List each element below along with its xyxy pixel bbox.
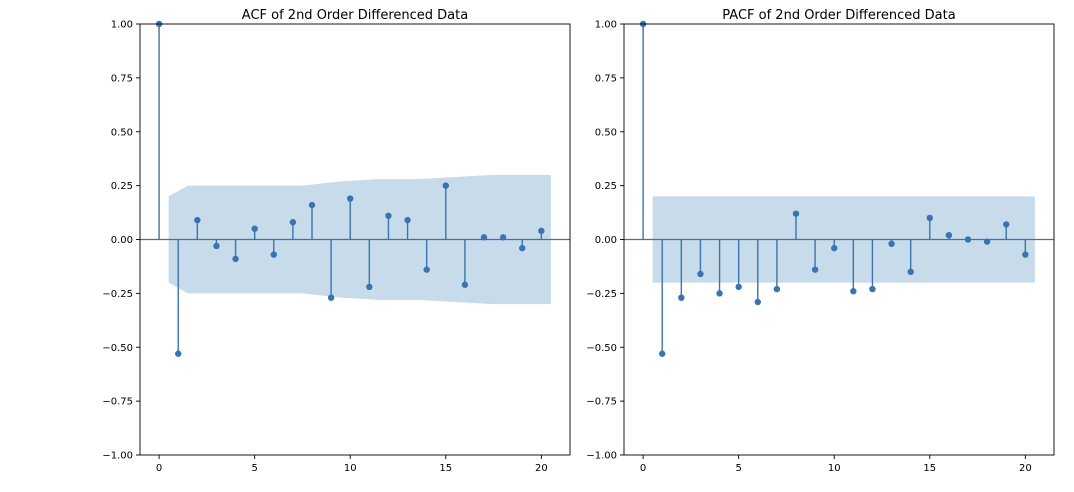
acf-y-tick-label: 1.00 [111,20,133,31]
acf-x-tick-label: 20 [535,463,548,474]
pacf-x-tick-label: 15 [923,463,936,474]
pacf-point [754,298,761,306]
pacf-point [926,214,933,222]
pacf-point [773,285,781,293]
acf-point [213,242,220,250]
acf-point [442,182,449,189]
acf-point [308,201,316,209]
pacf-point [945,231,953,239]
acf-point [499,234,507,241]
pacf-point [983,238,991,245]
acf-point [347,195,354,202]
acf-point [538,227,545,235]
acf-y-tick-label: −0.75 [102,397,133,408]
acf-y-tick-label: −0.25 [102,289,133,300]
acf-y-tick-label: 0.25 [111,181,133,192]
pacf-panel: 1.00 0.75 0.50 0.25 0.00 −0.25 −0.50 −0.75 −1.00… [586,8,1055,474]
pacf-point [792,210,800,217]
acf-x-tick-label: 0 [156,463,162,474]
pacf-point [850,288,857,295]
acf-y-tick-label: 0.75 [111,73,133,84]
acf-y-tick-label: −1.00 [102,451,133,462]
acf-y-tick-label: 0.50 [111,127,133,138]
acf-point [327,294,335,301]
acf-panel: 1.00 0.75 0.50 0.25 0.00 −0.25 −0.50 −0.75 −1.00… [102,8,571,474]
pacf-point [964,236,972,243]
pacf-y-tick-label: 0.25 [595,181,617,192]
pacf-y-tick-label: −1.00 [586,451,617,462]
pacf-y-tick-label: −0.25 [586,289,617,300]
pacf-point [678,294,685,301]
pacf-point [1003,221,1010,228]
pacf-y-tick-label: −0.50 [586,343,617,354]
pacf-x-tick-label: 0 [640,463,646,474]
acf-point [385,212,392,219]
pacf-title: PACF of 2nd Order Differenced Data [722,8,955,23]
acf-point [404,216,411,224]
acf-x-tick-label: 10 [344,463,357,474]
pacf-point [1022,251,1029,258]
acf-point [461,281,469,288]
acf-point [232,255,239,263]
acf-point [366,283,373,291]
acf-point [519,244,526,252]
pacf-point [811,266,819,273]
acf-point [289,219,297,226]
acf-y-tick-label: 0.00 [111,235,133,246]
pacf-point [869,285,876,293]
pacf-y-tick-label: 0.75 [595,73,617,84]
pacf-y-tick-label: 1.00 [595,20,617,31]
acf-x-tick-label: 15 [439,463,452,474]
acf-point [251,225,258,232]
acf-point [194,216,201,224]
acf-title: ACF of 2nd Order Differenced Data [242,8,468,23]
pacf-point [831,244,838,252]
acf-point [423,266,430,273]
acf-point [175,350,182,357]
acf-point [480,234,488,241]
pacf-point [735,283,742,291]
pacf-y-tick-label: 0.50 [595,127,617,138]
pacf-point [697,270,704,278]
pacf-x-tick-label: 20 [1019,463,1032,474]
pacf-point [907,268,914,276]
pacf-y-tick-label: −0.75 [586,397,617,408]
pacf-point [659,350,666,357]
pacf-x-tick-label: 5 [735,463,741,474]
pacf-point [888,240,895,248]
pacf-y-tick-label: 0.00 [595,235,617,246]
pacf-point [716,290,723,297]
pacf-x-tick-label: 10 [828,463,841,474]
acf-y-tick-label: −0.50 [102,343,133,354]
acf-point [270,251,277,258]
acf-x-tick-label: 5 [251,463,257,474]
